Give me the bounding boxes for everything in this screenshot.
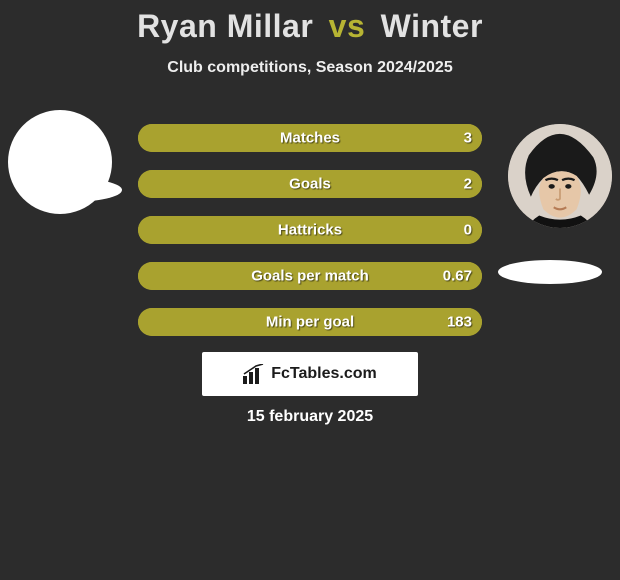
stat-value-right: 2 bbox=[464, 176, 472, 193]
stat-label: Goals per match bbox=[251, 268, 369, 285]
date-label: 15 february 2025 bbox=[0, 408, 620, 426]
stat-value-right: 3 bbox=[464, 130, 472, 147]
subtitle: Club competitions, Season 2024/2025 bbox=[0, 59, 620, 77]
brand-text: FcTables.com bbox=[271, 365, 377, 383]
stat-bar: Matches 3 bbox=[138, 124, 482, 152]
player2-shadow bbox=[498, 260, 602, 284]
stat-bars: Matches 3 Goals 2 Hattricks 0 Goals per match 0… bbox=[138, 124, 482, 354]
chart-icon bbox=[243, 364, 265, 384]
stat-value-right: 0 bbox=[464, 222, 472, 239]
stat-bar: Goals per match 0.67 bbox=[138, 262, 482, 290]
avatar-face-icon bbox=[508, 124, 612, 228]
stat-bar: Hattricks 0 bbox=[138, 216, 482, 244]
vs-text: vs bbox=[329, 8, 366, 44]
player1-name: Ryan Millar bbox=[137, 8, 313, 44]
stat-value-right: 183 bbox=[447, 314, 472, 331]
player1-shadow bbox=[18, 178, 122, 202]
stat-label: Min per goal bbox=[266, 314, 354, 331]
stat-label: Hattricks bbox=[278, 222, 342, 239]
stat-label: Matches bbox=[280, 130, 340, 147]
stat-label: Goals bbox=[289, 176, 331, 193]
stat-value-right: 0.67 bbox=[443, 268, 472, 285]
brand-badge: FcTables.com bbox=[202, 352, 418, 396]
player2-name: Winter bbox=[381, 8, 483, 44]
stat-bar: Goals 2 bbox=[138, 170, 482, 198]
stat-bar: Min per goal 183 bbox=[138, 308, 482, 336]
page-title: Ryan Millar vs Winter bbox=[0, 0, 620, 45]
player2-avatar bbox=[508, 124, 612, 228]
